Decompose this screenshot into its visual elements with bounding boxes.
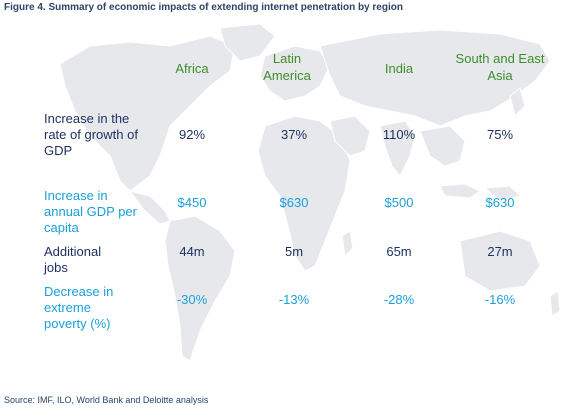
column-header-india: India (384, 61, 414, 76)
cell-gdp-per-capita-africa: $450 (177, 195, 207, 210)
world-map-background (20, 16, 566, 381)
cell-jobs-africa: 44m (179, 244, 205, 259)
column-header-latin-america: Latin America (263, 51, 311, 83)
row-label-gdp-per-capita: Increase in annual GDP per capita (44, 188, 137, 235)
cell-gdp-growth-africa: 92% (178, 127, 206, 142)
cell-gdp-per-capita-se-asia: $630 (485, 195, 515, 210)
cell-jobs-latin-america: 5m (284, 244, 304, 259)
row-label-gdp-growth: Increase in the rate of growth of GDP (44, 111, 138, 158)
row-label-poverty-decrease: Decrease in extreme poverty (%) (44, 284, 114, 331)
cell-poverty-africa: -30% (176, 292, 208, 307)
cell-poverty-latin-america: -13% (278, 292, 310, 307)
figure-title: Figure 4. Summary of economic impacts of… (4, 2, 403, 13)
cell-gdp-growth-se-asia: 75% (486, 127, 514, 142)
row-label-additional-jobs: Additional jobs (44, 244, 102, 275)
column-header-south-east-asia: South and East Asia (455, 51, 545, 83)
cell-gdp-per-capita-india: $500 (384, 195, 414, 210)
cell-jobs-india: 65m (386, 244, 412, 259)
source-note: Source: IMF, ILO, World Bank and Deloitt… (4, 395, 209, 405)
cell-jobs-se-asia: 27m (487, 244, 513, 259)
cell-gdp-per-capita-latin-america: $630 (279, 195, 309, 210)
cell-poverty-se-asia: -16% (484, 292, 516, 307)
cell-poverty-india: -28% (383, 292, 415, 307)
column-header-africa: Africa (175, 61, 209, 76)
cell-gdp-growth-india: 110% (382, 127, 416, 142)
cell-gdp-growth-latin-america: 37% (280, 127, 308, 142)
